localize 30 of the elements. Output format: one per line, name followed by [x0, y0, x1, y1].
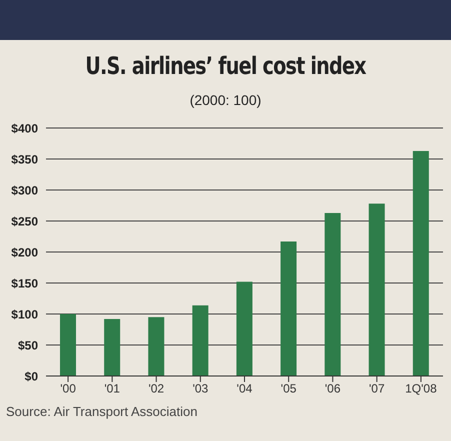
- source-note: Source: Air Transport Association: [6, 404, 198, 419]
- y-tick-label: $350: [11, 152, 38, 166]
- bar: [324, 212, 341, 376]
- x-tick-label: '06: [324, 382, 341, 396]
- bar: [60, 314, 76, 376]
- bar: [368, 204, 385, 376]
- y-tick-label: $0: [24, 369, 38, 384]
- bar: [104, 318, 120, 376]
- x-tick-label: '00: [60, 382, 76, 396]
- x-tick-label: '05: [280, 382, 297, 396]
- y-tick-label: $150: [11, 276, 38, 290]
- bar: [280, 241, 297, 376]
- x-tick-label: '01: [104, 382, 120, 396]
- y-tick-label: $250: [11, 214, 38, 228]
- bar: [148, 317, 164, 376]
- x-tick-label: 1Q'08: [405, 382, 438, 396]
- chart-subtitle: (2000: 100): [188, 92, 262, 108]
- bar: [412, 150, 429, 376]
- bar: [192, 305, 208, 376]
- x-tick-label: '03: [192, 382, 209, 396]
- x-tick-label: '04: [236, 382, 253, 396]
- x-tick-label: '07: [369, 382, 385, 396]
- chart-title: U.S. airlines’ fuel cost index: [84, 52, 367, 80]
- y-tick-label: $50: [18, 338, 38, 352]
- y-tick-label: $100: [11, 307, 38, 322]
- y-tick-label: $200: [11, 245, 38, 260]
- bar: [236, 282, 252, 376]
- y-tick-label: $400: [11, 121, 38, 136]
- x-tick-label: '02: [148, 382, 164, 396]
- y-tick-label: $300: [11, 183, 38, 198]
